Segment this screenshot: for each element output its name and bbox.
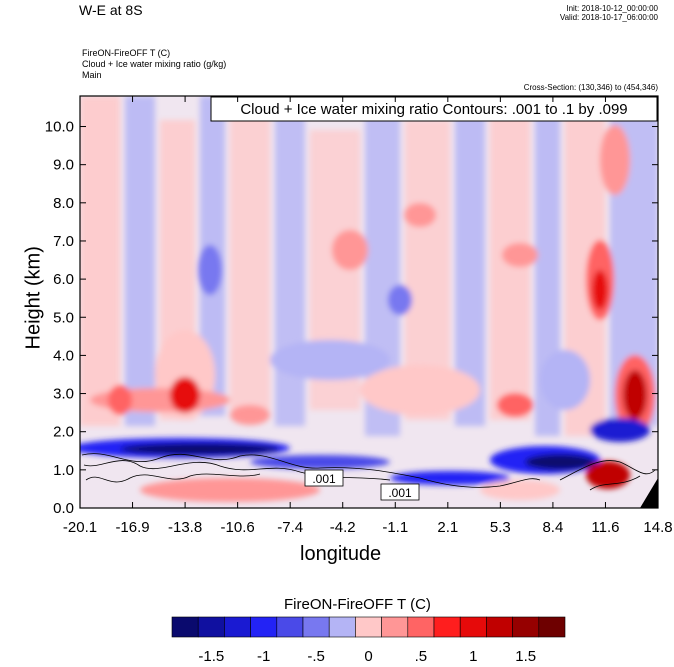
chart-title: W-E at 8S — [79, 2, 143, 18]
colorbar-title: FireON-FireOFF T (C) — [284, 596, 431, 613]
y-tick-label: 6.0 — [53, 271, 74, 288]
y-tick-label: 3.0 — [53, 386, 74, 403]
x-tick-label: -20.1 — [63, 519, 97, 536]
colorbar-swatch — [459, 616, 487, 638]
colorbar-swatch — [538, 616, 566, 638]
colorbar-tick-label: -1.5 — [198, 648, 224, 665]
colorbar-swatch — [486, 616, 513, 638]
y-tick-label: 4.0 — [53, 347, 74, 364]
field-name-contour: Cloud + Ice water mixing ratio (g/kg) — [82, 59, 227, 69]
colorbar-swatch — [224, 616, 251, 638]
colorbar-tick-label: -.5 — [307, 648, 325, 665]
x-tick-label: -1.1 — [382, 519, 408, 536]
colorbar-swatch — [276, 616, 304, 638]
colorbar-swatch — [250, 616, 278, 638]
contour-label: .001 — [312, 472, 336, 486]
colorbar-swatch — [328, 616, 356, 638]
terrain-mask — [640, 478, 658, 508]
y-tick-label: 10.0 — [45, 119, 74, 136]
field-name: FireON-FireOFF T (C) — [82, 48, 171, 58]
colorbar: -1.5 -1 -.5 0 .5 1 1.5 — [171, 616, 566, 665]
y-axis: 0.0 1.0 2.0 3.0 4.0 5.0 6.0 7.0 8.0 9.0 10.0 — [45, 119, 658, 517]
valid-time: Valid: 2018-10-17_06:00:00 — [559, 13, 658, 22]
colorbar-tick-label: 0 — [364, 648, 372, 665]
colorbar-tick-label: .5 — [415, 648, 428, 665]
colorbar-tick-label: -1 — [257, 648, 270, 665]
x-tick-label: -13.8 — [168, 519, 202, 536]
x-tick-label: -4.2 — [330, 519, 356, 536]
colorbar-swatch — [407, 616, 435, 638]
x-tick-label: -7.4 — [277, 519, 303, 536]
y-tick-label: 9.0 — [53, 157, 74, 174]
plot-field — [80, 96, 658, 508]
x-tick-label: 11.6 — [591, 519, 619, 536]
y-tick-label: 8.0 — [53, 195, 74, 212]
y-tick-label: 7.0 — [53, 233, 74, 250]
x-tick-label: -10.6 — [221, 519, 255, 536]
contour-label: .001 — [388, 486, 412, 500]
colorbar-swatch — [512, 616, 540, 638]
x-axis-label: longitude — [300, 543, 382, 565]
contour-info-box — [210, 96, 658, 122]
colorbar-tick-label: 1.5 — [515, 648, 536, 665]
cross-section-label: Cross-Section: (130,346) to (454,346) — [523, 83, 658, 92]
contour-label-group: .001 .001 — [304, 469, 420, 501]
contour-info-text: Cloud + Ice water mixing ratio Contours:… — [240, 101, 627, 118]
x-tick-label: 5.3 — [490, 519, 511, 536]
y-tick-label: 1.0 — [53, 462, 74, 479]
colorbar-swatch — [433, 616, 461, 638]
y-tick-label: 0.0 — [53, 500, 74, 517]
x-tick-label: 2.1 — [437, 519, 458, 536]
x-tick-label: 14.8 — [643, 519, 672, 536]
x-tick-label: -16.9 — [115, 519, 149, 536]
y-tick-label: 5.0 — [53, 309, 74, 326]
colorbar-swatch — [197, 616, 225, 638]
plot-frame — [79, 95, 659, 509]
colorbar-swatch — [171, 616, 199, 638]
y-tick-label: 2.0 — [53, 424, 74, 441]
x-tick-label: 8.4 — [542, 519, 563, 536]
colorbar-swatch — [302, 616, 330, 638]
init-time: Init: 2018-10-12_00:00:00 — [566, 4, 658, 13]
colorbar-tick-label: 1 — [469, 648, 477, 665]
x-axis: -20.1 -16.9 -13.8 -10.6 -7.4 -4.2 -1.1 2.1 5.3 8.… — [63, 96, 673, 536]
colorbar-swatch — [381, 616, 409, 638]
field-name-domain: Main — [82, 70, 102, 80]
colorbar-swatch — [355, 616, 382, 638]
